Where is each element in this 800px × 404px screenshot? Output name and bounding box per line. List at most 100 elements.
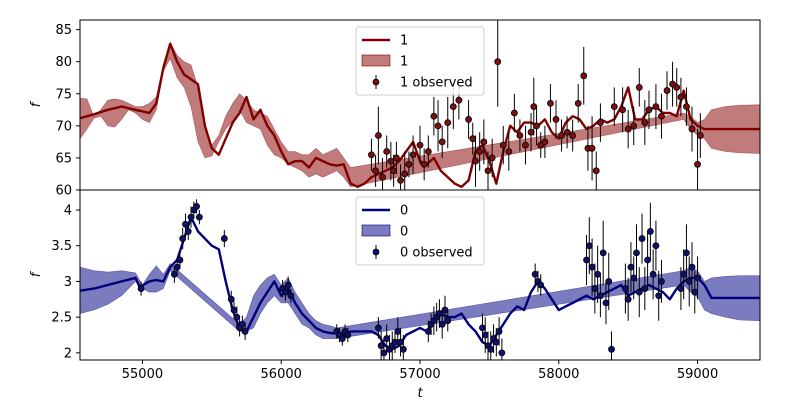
top-data-point xyxy=(677,93,685,101)
bottom-panel: 2 2.5 3 3.5 4 55000 56000 57000 58000 59000 f t 0 0 0 … xyxy=(29,189,761,401)
bottom-data-point xyxy=(605,278,613,285)
top-data-point xyxy=(409,151,417,159)
top-data-point xyxy=(645,106,653,114)
bottom-xtick-label: 55000 xyxy=(122,367,163,382)
bottom-data-point xyxy=(685,278,693,285)
top-data-point xyxy=(488,154,496,162)
bottom-data-point xyxy=(594,270,602,278)
top-ytick-label: 70 xyxy=(55,119,72,134)
top-data-point xyxy=(558,132,565,139)
top-data-point xyxy=(641,119,649,127)
top-data-point xyxy=(401,170,409,178)
top-data-point xyxy=(416,141,424,149)
bottom-data-point xyxy=(233,313,241,321)
top-data-point xyxy=(397,176,404,184)
top-ytick-label: 75 xyxy=(55,87,72,102)
bottom-data-point xyxy=(391,338,399,346)
top-ytick-label: 85 xyxy=(55,23,72,38)
bottom-data-point xyxy=(498,349,506,357)
top-data-point xyxy=(383,148,391,155)
bottom-ytick-label: 3.5 xyxy=(51,239,72,254)
bottom-data-point xyxy=(602,299,610,307)
top-data-point xyxy=(505,148,513,155)
top-data-point xyxy=(494,58,502,66)
top-ytick-label: 60 xyxy=(55,184,72,199)
top-legend-box xyxy=(355,26,485,96)
top-data-point xyxy=(569,132,577,139)
bottom-data-point xyxy=(383,335,391,342)
bottom-data-point xyxy=(492,338,500,346)
bottom-data-point xyxy=(377,342,385,350)
bottom-data-point xyxy=(652,242,660,250)
top-data-point xyxy=(455,96,463,104)
bottom-data-point xyxy=(444,317,452,325)
bottom-data-point xyxy=(588,263,596,271)
top-data-point xyxy=(472,157,479,165)
bottom-data-point xyxy=(585,242,593,250)
top-data-point xyxy=(588,144,596,152)
bottom-data-point xyxy=(344,331,352,339)
top-legend-label: 1 xyxy=(400,55,408,70)
top-data-point xyxy=(387,157,395,165)
bottom-data-point xyxy=(176,256,184,264)
bottom-ytick-label: 2 xyxy=(64,346,72,361)
top-data-point xyxy=(374,132,382,139)
top-model-line xyxy=(80,42,760,188)
top-data-point xyxy=(424,148,432,155)
top-data-point xyxy=(438,138,446,146)
bottom-legend-band-swatch xyxy=(361,224,391,237)
top-data-point xyxy=(510,109,518,117)
bottom-data-point xyxy=(195,213,203,221)
bottom-data-point xyxy=(436,310,443,317)
bottom-data-point xyxy=(683,249,690,257)
bottom-data-point xyxy=(187,213,195,221)
top-data-point xyxy=(552,116,560,123)
top-data-point xyxy=(624,125,632,133)
bottom-data-point xyxy=(646,228,654,235)
top-ytick-label: 65 xyxy=(55,151,72,166)
bottom-data-point xyxy=(599,249,607,257)
bottom-data-point xyxy=(627,263,635,271)
bottom-data-point xyxy=(481,331,489,339)
top-data-point xyxy=(393,154,400,162)
bottom-data-point xyxy=(495,328,503,335)
bottom-data-point xyxy=(649,270,657,278)
top-data-point xyxy=(683,103,690,111)
bottom-model-line xyxy=(80,215,760,351)
bottom-data-point xyxy=(230,306,238,314)
bottom-data-point xyxy=(479,324,486,332)
bottom-data-point xyxy=(397,338,404,346)
top-data-point xyxy=(469,135,477,143)
bottom-ylabel: f xyxy=(29,270,44,277)
bottom-data-point xyxy=(441,306,449,314)
bottom-data-point xyxy=(641,285,649,292)
top-legend-label: 1 observed xyxy=(400,76,473,91)
bottom-data-point xyxy=(583,256,590,264)
bottom-data-point xyxy=(227,295,235,303)
bottom-data-point xyxy=(399,345,407,353)
bottom-xtick-label: 58000 xyxy=(538,367,579,382)
bottom-data-point xyxy=(635,288,643,296)
bottom-ytick-label: 2.5 xyxy=(51,311,72,326)
top-data-point xyxy=(619,106,627,114)
bottom-data-point xyxy=(655,292,663,300)
bottom-data-point xyxy=(624,295,632,303)
bottom-legend: 0 0 0 observed xyxy=(355,196,485,266)
bottom-data-point xyxy=(193,203,200,210)
bottom-data-point xyxy=(677,285,685,292)
bottom-legend-label: 0 observed xyxy=(400,246,473,261)
top-legend: 1 1 1 observed xyxy=(355,26,485,96)
top-data-point xyxy=(580,72,588,80)
bottom-data-point xyxy=(608,345,615,353)
bottom-data-point xyxy=(621,285,629,292)
top-data-point xyxy=(430,112,438,120)
bottom-data-point xyxy=(633,249,640,257)
top-plot-area xyxy=(80,20,760,190)
bottom-data-point xyxy=(487,345,495,353)
bottom-data-point xyxy=(173,263,181,271)
top-data-point xyxy=(592,167,600,175)
top-data-point xyxy=(696,132,704,139)
top-data-point xyxy=(444,119,452,127)
bottom-data-point xyxy=(137,285,145,292)
